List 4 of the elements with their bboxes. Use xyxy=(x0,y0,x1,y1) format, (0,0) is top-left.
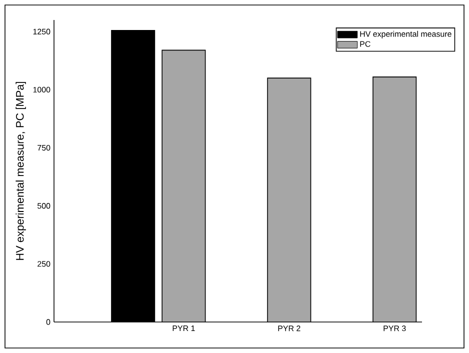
bar xyxy=(268,78,311,322)
y-axis-title: HV experimental measure, PC [MPa] xyxy=(16,82,26,260)
bar xyxy=(162,50,206,322)
bar xyxy=(372,76,417,322)
